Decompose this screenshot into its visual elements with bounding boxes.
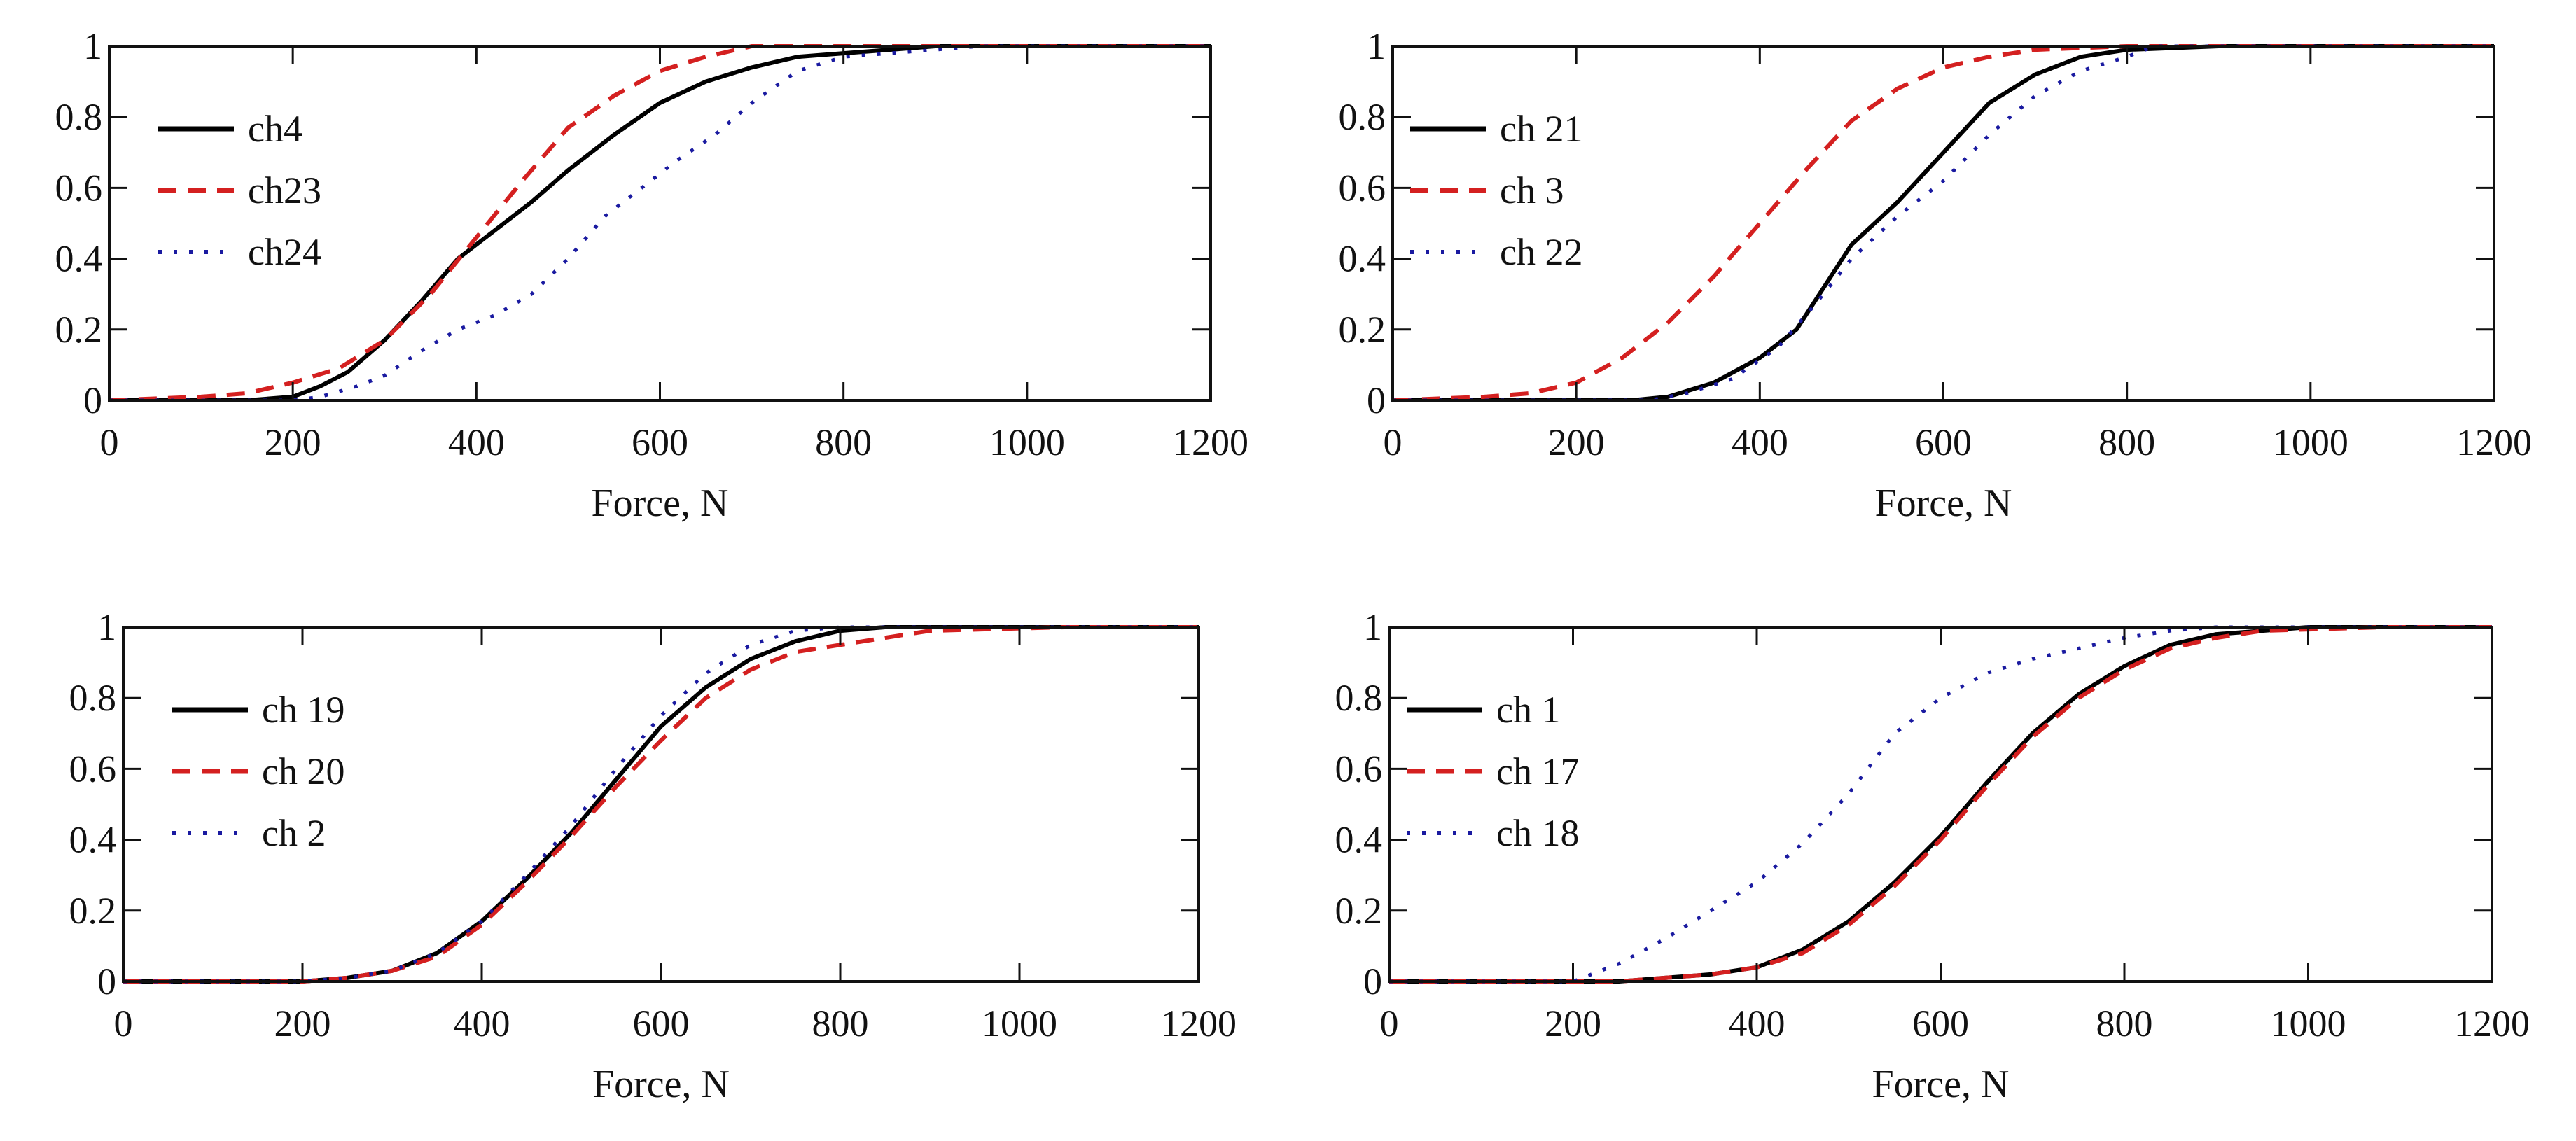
y-tick-label: 0.4 <box>69 819 117 861</box>
y-tick-label: 0.4 <box>1339 238 1386 280</box>
y-tick-label: 0.2 <box>1339 309 1386 351</box>
legend-label: ch23 <box>248 169 321 211</box>
y-tick-label: 0 <box>97 960 116 1002</box>
y-tick-label: 1 <box>83 25 102 67</box>
series-line-ch24 <box>109 44 1211 402</box>
y-tick-label: 0.8 <box>69 677 117 719</box>
series-line-ch20 <box>123 625 1199 983</box>
x-axis-label: Force, N <box>592 482 729 525</box>
series-line-ch18 <box>1389 625 2492 983</box>
x-tick-label: 1200 <box>1161 1002 1237 1044</box>
series-line-ch21 <box>1393 44 2494 402</box>
legend-label: ch 2 <box>262 812 326 854</box>
series-line-ch17 <box>1389 625 2492 983</box>
x-tick-label: 1200 <box>1173 421 1248 463</box>
series-line-ch1 <box>1389 625 2492 983</box>
x-tick-label: 400 <box>448 421 505 463</box>
y-tick-label: 0 <box>1367 379 1386 421</box>
plot-frame <box>1388 626 2493 983</box>
legend-label: ch 22 <box>1500 231 1582 273</box>
plot-frame <box>122 626 1200 983</box>
y-tick-label: 0.2 <box>1335 890 1383 932</box>
x-tick-label: 200 <box>1548 421 1605 463</box>
x-tick-label: 1200 <box>2456 421 2532 463</box>
x-tick-label: 400 <box>1732 421 1788 463</box>
y-tick-label: 0.2 <box>55 309 103 351</box>
y-tick-label: 0.4 <box>55 238 103 280</box>
y-tick-label: 0.6 <box>55 167 103 209</box>
chart-panel-3: 0 200 400 600 800 1000 1200 0 0.2 0.4 0.6 0.8 1 Force… <box>69 606 1237 1106</box>
x-axis-label: Force, N <box>592 1063 730 1106</box>
chart-panel-1: 0 200 400 600 800 1000 1200 0 0.2 0.4 0.6 0.8 1 Force… <box>55 25 1249 525</box>
legend-label: ch 3 <box>1500 169 1564 211</box>
x-tick-label: 600 <box>633 1002 690 1044</box>
y-tick-label: 1 <box>97 606 116 648</box>
x-tick-label: 800 <box>815 421 872 463</box>
series-line-ch3 <box>1392 44 2494 402</box>
x-axis-label: Force, N <box>1872 1063 2010 1106</box>
x-tick-label: 800 <box>812 1002 869 1044</box>
legend-label: ch 19 <box>262 689 344 731</box>
x-tick-label: 1000 <box>2273 421 2348 463</box>
y-tick-label: 0.8 <box>55 96 103 138</box>
legend-label: ch24 <box>248 231 321 273</box>
x-tick-label: 600 <box>1915 421 1972 463</box>
x-tick-label: 400 <box>1729 1002 1785 1044</box>
y-tick-label: 0.2 <box>69 890 117 932</box>
x-tick-label: 800 <box>2096 1002 2153 1044</box>
y-tick-label: 0.4 <box>1335 819 1383 861</box>
x-tick-label: 0 <box>100 421 119 463</box>
y-tick-label: 0.8 <box>1335 677 1383 719</box>
y-tick-label: 1 <box>1367 25 1386 67</box>
y-tick-label: 0 <box>83 379 102 421</box>
x-tick-label: 0 <box>1384 421 1402 463</box>
legend-label: ch 1 <box>1496 689 1560 731</box>
legend-label: ch 17 <box>1496 750 1579 792</box>
x-tick-label: 400 <box>454 1002 510 1044</box>
x-tick-label: 200 <box>265 421 321 463</box>
x-tick-label: 200 <box>274 1002 331 1044</box>
y-tick-label: 0.6 <box>1335 748 1383 790</box>
legend-label: ch 21 <box>1500 108 1582 150</box>
series-line-ch4 <box>109 44 1211 402</box>
y-tick-label: 1 <box>1363 606 1382 648</box>
x-tick-label: 800 <box>2098 421 2155 463</box>
y-tick-label: 0.6 <box>1339 167 1386 209</box>
series-line-ch22 <box>1393 44 2494 402</box>
x-tick-label: 0 <box>114 1002 133 1044</box>
series-line-ch2 <box>123 625 1199 983</box>
legend-label: ch 20 <box>262 750 344 792</box>
x-tick-label: 1000 <box>989 421 1065 463</box>
chart-panel-4: 0 200 400 600 800 1000 1200 0 0.2 0.4 0.6 0.8 1 Force… <box>1335 606 2530 1106</box>
x-tick-label: 0 <box>1380 1002 1399 1044</box>
x-tick-label: 1000 <box>2271 1002 2346 1044</box>
chart-panel-2: 0 200 400 600 800 1000 1200 0 0.2 0.4 0.6 0.8 1 Force… <box>1339 25 2533 525</box>
y-tick-label: 0 <box>1363 960 1382 1002</box>
y-tick-label: 0.8 <box>1339 96 1386 138</box>
series-line-ch23 <box>109 44 1211 402</box>
plot-frame <box>1391 45 2495 402</box>
x-axis-label: Force, N <box>1875 482 2012 525</box>
plot-frame <box>108 45 1212 402</box>
legend-label: ch4 <box>248 108 302 150</box>
x-tick-label: 1200 <box>2454 1002 2530 1044</box>
y-tick-label: 0.6 <box>69 748 117 790</box>
x-tick-label: 600 <box>1912 1002 1969 1044</box>
x-tick-label: 600 <box>632 421 688 463</box>
x-tick-label: 200 <box>1545 1002 1601 1044</box>
x-tick-label: 1000 <box>982 1002 1057 1044</box>
legend-label: ch 18 <box>1496 812 1579 854</box>
series-line-ch19 <box>123 625 1199 983</box>
